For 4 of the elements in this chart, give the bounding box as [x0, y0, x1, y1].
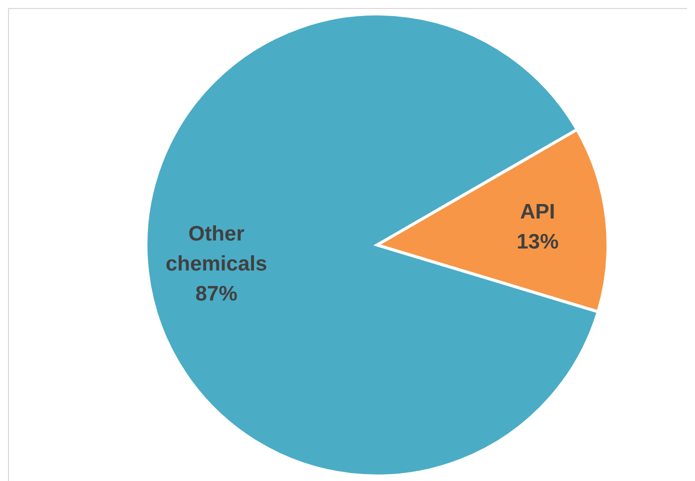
- slice-label: API: [520, 200, 556, 223]
- data-label: 13%: [516, 230, 559, 253]
- data-label: 87%: [195, 282, 238, 306]
- slice-label: Other chemicals: [166, 222, 268, 276]
